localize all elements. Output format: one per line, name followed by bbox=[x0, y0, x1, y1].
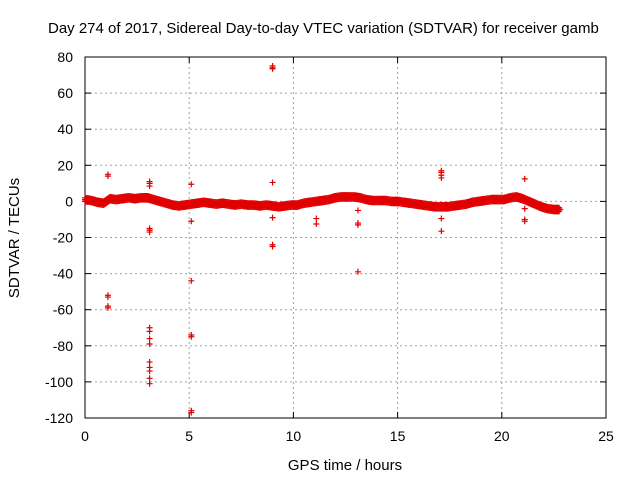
y-tick-label-10: 80 bbox=[57, 49, 73, 65]
y-tick-label-8: 40 bbox=[57, 121, 73, 137]
outlier-point-9 bbox=[146, 193, 153, 200]
y-tick-label-9: 60 bbox=[57, 85, 73, 101]
outlier-point-16 bbox=[146, 340, 153, 347]
outlier-point-47 bbox=[438, 228, 445, 235]
outlier-point-24 bbox=[188, 277, 195, 284]
outlier-point-3 bbox=[104, 294, 111, 301]
x-tick-label-2: 10 bbox=[286, 428, 302, 444]
outlier-point-33 bbox=[269, 214, 276, 221]
data-points bbox=[82, 63, 564, 416]
band-point-1368 bbox=[557, 206, 564, 213]
chart-title: Day 274 of 2017, Sidereal Day-to-day VTE… bbox=[48, 20, 599, 37]
outlier-point-12 bbox=[146, 229, 153, 236]
y-tick-label-4: -40 bbox=[53, 266, 73, 282]
outlier-point-45 bbox=[438, 174, 445, 181]
x-tick-label-0: 0 bbox=[81, 428, 89, 444]
outlier-point-46 bbox=[438, 215, 445, 222]
outlier-point-23 bbox=[188, 218, 195, 225]
outlier-point-36 bbox=[313, 215, 320, 222]
outlier-point-17 bbox=[146, 359, 153, 366]
x-axis-label: GPS time / hours bbox=[288, 457, 402, 474]
outlier-point-38 bbox=[355, 207, 362, 214]
x-tick-label-4: 20 bbox=[494, 428, 510, 444]
outlier-point-14 bbox=[146, 328, 153, 335]
outlier-point-32 bbox=[269, 179, 276, 186]
axis-ticks: 0 5 10 15 20 25 -120 -100 -80 -60 -40 -20 0 20 40 60 80 bbox=[45, 49, 614, 444]
outlier-point-1 bbox=[104, 173, 111, 180]
outlier-point-22 bbox=[188, 181, 195, 188]
outlier-point-35 bbox=[269, 243, 276, 250]
outlier-point-15 bbox=[146, 335, 153, 342]
outlier-point-51 bbox=[521, 218, 528, 225]
outlier-point-41 bbox=[355, 268, 362, 275]
y-tick-label-2: -80 bbox=[53, 338, 73, 354]
outlier-point-28 bbox=[188, 409, 195, 416]
y-tick-label-0: -120 bbox=[45, 410, 73, 426]
outlier-point-21 bbox=[146, 380, 153, 387]
outlier-point-20 bbox=[146, 375, 153, 382]
outlier-point-19 bbox=[146, 368, 153, 375]
y-tick-label-3: -60 bbox=[53, 302, 73, 318]
x-tick-label-5: 25 bbox=[598, 428, 614, 444]
y-tick-label-1: -100 bbox=[45, 374, 73, 390]
outlier-point-48 bbox=[521, 175, 528, 182]
outlier-point-49 bbox=[521, 205, 528, 212]
y-tick-label-7: 20 bbox=[57, 157, 73, 173]
outlier-point-26 bbox=[188, 333, 195, 340]
outlier-point-8 bbox=[146, 183, 153, 190]
outlier-point-40 bbox=[355, 221, 362, 228]
y-tick-label-5: -20 bbox=[53, 230, 73, 246]
x-tick-label-1: 5 bbox=[185, 428, 193, 444]
grid-lines bbox=[85, 57, 606, 418]
outlier-point-37 bbox=[313, 220, 320, 227]
y-axis-label: SDTVAR / TECUs bbox=[6, 178, 23, 298]
x-tick-label-3: 15 bbox=[390, 428, 406, 444]
outlier-point-31 bbox=[269, 65, 276, 72]
outlier-point-5 bbox=[104, 304, 111, 311]
y-tick-label-6: 0 bbox=[65, 193, 73, 209]
